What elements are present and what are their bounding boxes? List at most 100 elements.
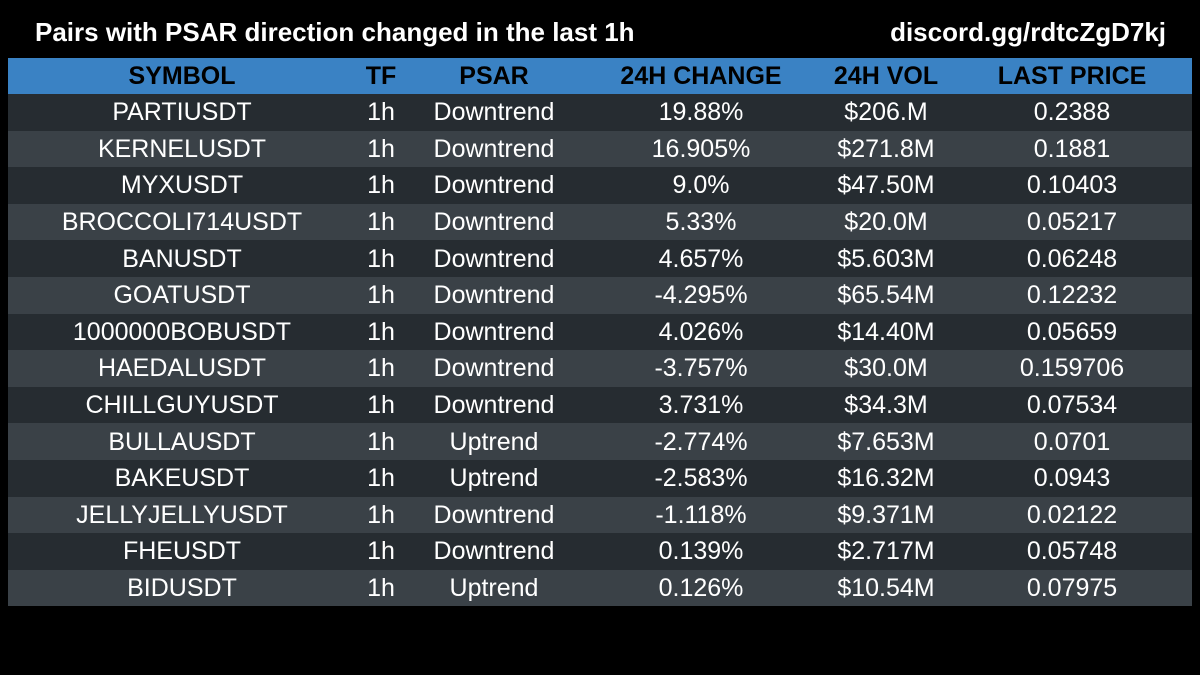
psar-cell: Downtrend bbox=[433, 171, 555, 200]
price-cell: 0.05217 bbox=[1026, 208, 1118, 237]
psar-cell: Downtrend bbox=[433, 317, 555, 346]
column-header-24h-vol: 24H VOL bbox=[833, 62, 939, 90]
column-header-24h-change: 24H CHANGE bbox=[620, 62, 782, 90]
psar-cell: Downtrend bbox=[433, 537, 555, 566]
table-row: JELLYJELLYUSDT 1h Downtrend -1.118% $9.371M 0… bbox=[8, 496, 1192, 534]
header: Pairs with PSAR direction changed in the… bbox=[0, 0, 1200, 58]
psar-cell: Downtrend bbox=[433, 244, 555, 273]
psar-cell: Uptrend bbox=[449, 574, 539, 603]
table-row: 1000000BOBUSDT 1h Downtrend 4.026% $14.40M 0.… bbox=[8, 313, 1192, 351]
tf-cell: 1h bbox=[367, 464, 395, 493]
psar-cell: Downtrend bbox=[433, 134, 555, 163]
table-row: KERNELUSDT 1h Downtrend 16.905% $271.8M 0.188… bbox=[8, 130, 1192, 168]
price-cell: 0.0701 bbox=[1033, 427, 1111, 456]
psar-cell: Downtrend bbox=[433, 98, 555, 127]
tf-cell: 1h bbox=[367, 98, 395, 127]
table-row: BROCCOLI714USDT 1h Downtrend 5.33% $20.0M 0.0… bbox=[8, 203, 1192, 241]
change-cell: 16.905% bbox=[651, 134, 751, 163]
change-cell: 0.126% bbox=[658, 574, 744, 603]
change-cell: -2.583% bbox=[654, 464, 748, 493]
table-header-row: SYMBOL TF PSAR 24H CHANGE 24H VOL LAST P… bbox=[8, 58, 1192, 94]
table-row: BAKEUSDT 1h Uptrend -2.583% $16.32M 0.0943 bbox=[8, 459, 1192, 497]
tf-cell: 1h bbox=[367, 537, 395, 566]
volume-cell: $14.40M bbox=[837, 317, 935, 346]
tf-cell: 1h bbox=[367, 244, 395, 273]
table-row: PARTIUSDT 1h Downtrend 19.88% $206.M 0.2388 bbox=[8, 94, 1192, 131]
tf-cell: 1h bbox=[367, 427, 395, 456]
symbol-cell: BIDUSDT bbox=[127, 574, 237, 603]
tf-cell: 1h bbox=[367, 208, 395, 237]
volume-cell: $2.717M bbox=[837, 537, 935, 566]
psar-cell: Downtrend bbox=[433, 391, 555, 420]
change-cell: -3.757% bbox=[654, 354, 748, 383]
table-body: PARTIUSDT 1h Downtrend 19.88% $206.M 0.2388 KE… bbox=[8, 94, 1192, 607]
volume-cell: $271.8M bbox=[837, 134, 935, 163]
column-header-last-price: LAST PRICE bbox=[997, 62, 1147, 90]
psar-cell: Downtrend bbox=[433, 354, 555, 383]
price-cell: 0.2388 bbox=[1033, 98, 1111, 127]
symbol-cell: JELLYJELLYUSDT bbox=[76, 500, 288, 529]
volume-cell: $65.54M bbox=[837, 281, 935, 310]
volume-cell: $30.0M bbox=[844, 354, 928, 383]
psar-cell: Uptrend bbox=[449, 427, 539, 456]
symbol-cell: BULLAUSDT bbox=[108, 427, 256, 456]
tf-cell: 1h bbox=[367, 134, 395, 163]
change-cell: -2.774% bbox=[654, 427, 748, 456]
page-title: Pairs with PSAR direction changed in the… bbox=[35, 17, 635, 47]
symbol-cell: BANUSDT bbox=[122, 244, 242, 273]
change-cell: 19.88% bbox=[658, 98, 744, 127]
table-row: CHILLGUYUSDT 1h Downtrend 3.731% $34.3M 0.075… bbox=[8, 386, 1192, 424]
change-cell: -4.295% bbox=[654, 281, 748, 310]
discord-link[interactable]: discord.gg/rdtcZgD7kj bbox=[890, 17, 1166, 47]
column-header-symbol: SYMBOL bbox=[128, 62, 236, 90]
price-cell: 0.06248 bbox=[1026, 244, 1118, 273]
table-row: BANUSDT 1h Downtrend 4.657% $5.603M 0.06248 bbox=[8, 240, 1192, 277]
tf-cell: 1h bbox=[367, 317, 395, 346]
price-cell: 0.10403 bbox=[1026, 171, 1118, 200]
symbol-cell: KERNELUSDT bbox=[97, 134, 267, 163]
table-row: FHEUSDT 1h Downtrend 0.139% $2.717M 0.05748 bbox=[8, 533, 1192, 570]
volume-cell: $47.50M bbox=[837, 171, 935, 200]
volume-cell: $7.653M bbox=[837, 427, 935, 456]
table-row: GOATUSDT 1h Downtrend -4.295% $65.54M 0.12232 bbox=[8, 276, 1192, 314]
volume-cell: $34.3M bbox=[844, 391, 928, 420]
volume-cell: $16.32M bbox=[837, 464, 935, 493]
price-cell: 0.05659 bbox=[1026, 317, 1118, 346]
price-cell: 0.02122 bbox=[1026, 500, 1118, 529]
table-row: MYXUSDT 1h Downtrend 9.0% $47.50M 0.10403 bbox=[8, 167, 1192, 204]
change-cell: 4.026% bbox=[658, 317, 744, 346]
table-row: BIDUSDT 1h Uptrend 0.126% $10.54M 0.07975 bbox=[8, 569, 1192, 607]
volume-cell: $20.0M bbox=[844, 208, 928, 237]
volume-cell: $10.54M bbox=[837, 574, 935, 603]
tf-cell: 1h bbox=[367, 281, 395, 310]
change-cell: 5.33% bbox=[665, 208, 737, 237]
tf-cell: 1h bbox=[367, 354, 395, 383]
psar-cell: Uptrend bbox=[449, 464, 539, 493]
change-cell: 3.731% bbox=[658, 391, 744, 420]
symbol-cell: HAEDALUSDT bbox=[97, 354, 267, 383]
psar-cell: Downtrend bbox=[433, 208, 555, 237]
price-cell: 0.12232 bbox=[1026, 281, 1118, 310]
change-cell: 0.139% bbox=[658, 537, 744, 566]
tf-cell: 1h bbox=[367, 391, 395, 420]
symbol-cell: CHILLGUYUSDT bbox=[85, 391, 279, 420]
price-cell: 0.07975 bbox=[1026, 574, 1118, 603]
symbol-cell: GOATUSDT bbox=[113, 281, 251, 310]
symbol-cell: FHEUSDT bbox=[122, 537, 242, 566]
change-cell: -1.118% bbox=[655, 500, 747, 529]
table-row: HAEDALUSDT 1h Downtrend -3.757% $30.0M 0.1597… bbox=[8, 350, 1192, 387]
change-cell: 9.0% bbox=[672, 171, 730, 200]
price-cell: 0.1881 bbox=[1033, 134, 1111, 163]
price-cell: 0.05748 bbox=[1026, 537, 1118, 566]
price-cell: 0.0943 bbox=[1033, 464, 1111, 493]
symbol-cell: PARTIUSDT bbox=[112, 98, 252, 127]
psar-cell: Downtrend bbox=[433, 500, 555, 529]
table-row: BULLAUSDT 1h Uptrend -2.774% $7.653M 0.0701 bbox=[8, 423, 1192, 460]
column-header-psar: PSAR bbox=[459, 62, 529, 90]
symbol-cell: BROCCOLI714USDT bbox=[61, 208, 303, 237]
column-header-tf: TF bbox=[365, 62, 397, 90]
tf-cell: 1h bbox=[367, 500, 395, 529]
tf-cell: 1h bbox=[367, 171, 395, 200]
psar-cell: Downtrend bbox=[433, 281, 555, 310]
volume-cell: $206.M bbox=[844, 98, 928, 127]
